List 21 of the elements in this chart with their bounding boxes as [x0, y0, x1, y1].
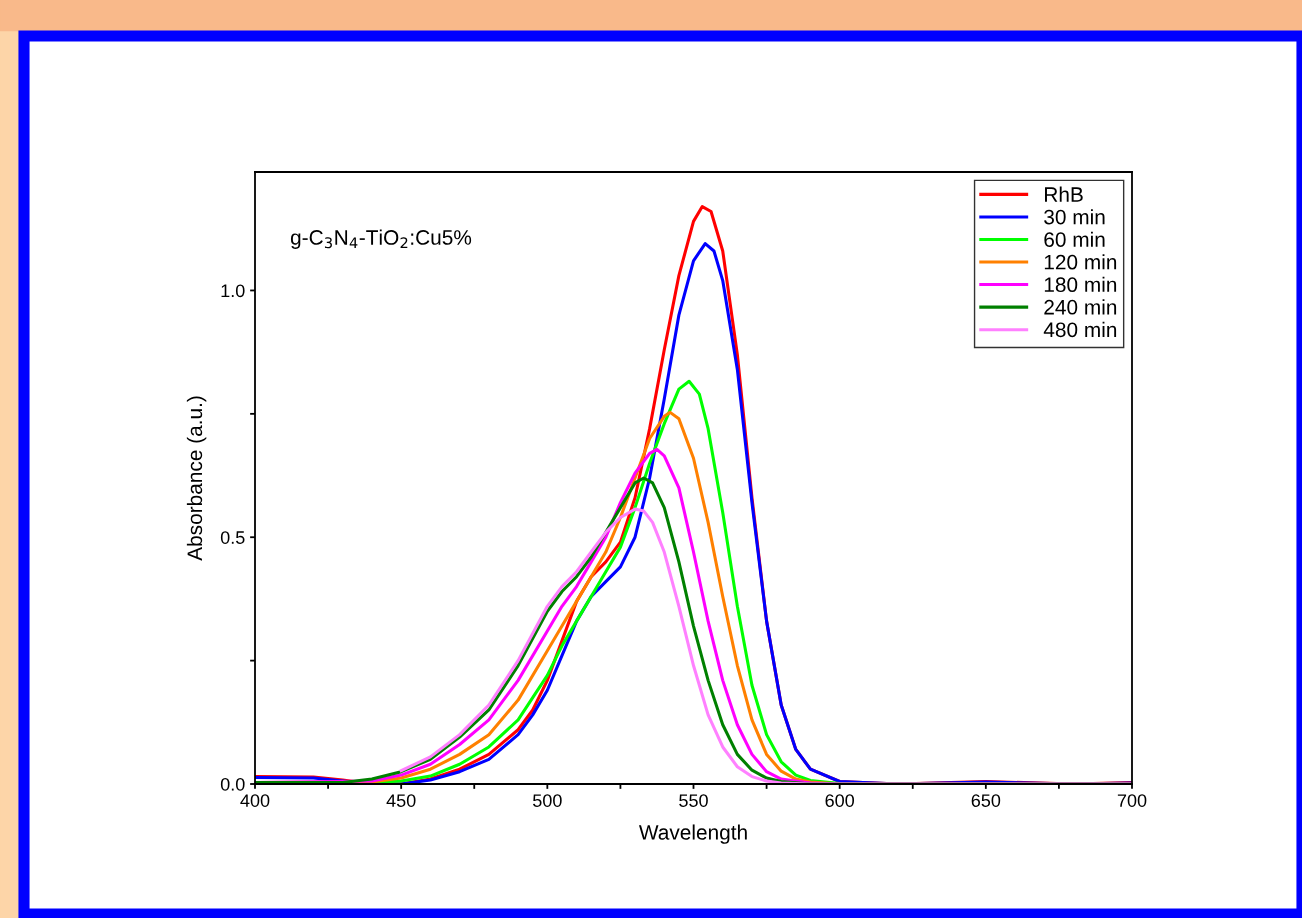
y-tick-label: 0.5	[220, 531, 245, 544]
legend-label: 30 min	[1044, 209, 1105, 225]
x-tick-label: 700	[1117, 794, 1147, 807]
x-axis-title: Wavelength	[638, 824, 747, 844]
legend-label: RhB	[1045, 186, 1083, 202]
y-axis-title: Absorbance (a.u.)	[186, 396, 207, 561]
legend-label: 120 min	[1044, 254, 1117, 270]
y-tick-label: 0.0	[220, 777, 245, 791]
x-tick-label: 450	[386, 794, 416, 807]
legend-label: 180 min	[1044, 276, 1117, 293]
x-tick-label: 500	[532, 794, 562, 807]
legend-label: 240 min	[1044, 299, 1117, 315]
x-tick-label: 550	[679, 794, 708, 807]
annotation: g-C$_{3}$N$_{4}$-TiO$_{2}$:Cu5%	[290, 229, 472, 249]
y-tick-label: 1.0	[221, 284, 245, 298]
legend-label: 480 min	[1043, 321, 1117, 338]
x-tick-label: 400	[240, 794, 270, 807]
legend-label: 60 min	[1044, 231, 1105, 247]
x-tick-label: 650	[971, 794, 1001, 807]
line-series	[399, 507, 1132, 784]
x-tick-label: 600	[825, 794, 855, 807]
